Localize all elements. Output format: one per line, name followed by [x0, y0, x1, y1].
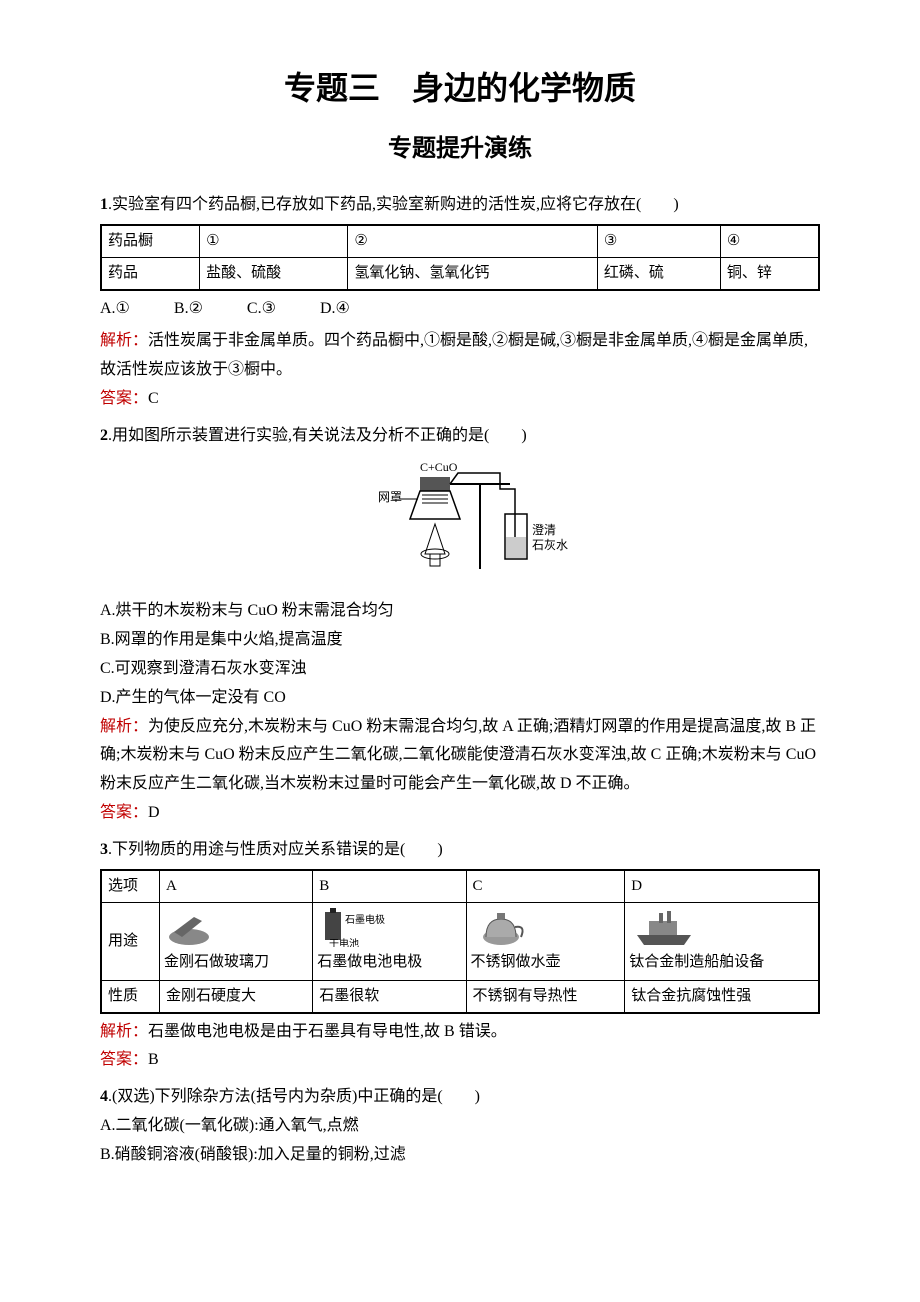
cell: ④: [720, 225, 819, 258]
kettle-icon: [471, 907, 531, 947]
glass-cutter-icon: [164, 907, 224, 947]
daan-text: D: [148, 804, 160, 821]
cell-titanium: 钛合金制造船舶设备: [625, 902, 819, 980]
question-1: 1.实验室有四个药品橱,已存放如下药品,实验室新购进的活性炭,应将它存放在( )…: [100, 191, 820, 414]
q4-text: .(双选)下列除杂方法(括号内为杂质)中正确的是( ): [108, 1088, 480, 1105]
use-text: 金刚石做玻璃刀: [164, 954, 269, 970]
q1-explanation: 解析：活性炭属于非金属单质。四个药品橱中,①橱是酸,②橱是碱,③橱是非金属单质,…: [100, 327, 820, 385]
ship-icon: [629, 907, 699, 947]
daan-label: 答案：: [100, 390, 148, 407]
cell: 红磷、硫: [597, 257, 720, 290]
q2-explanation: 解析：为使反应充分,木炭粉末与 CuO 粉末需混合均匀,故 A 正确;酒精灯网罩…: [100, 713, 820, 799]
jiexi-text: 为使反应充分,木炭粉末与 CuO 粉末需混合均匀,故 A 正确;酒精灯网罩的作用…: [100, 718, 816, 793]
q1-table: 药品橱 ① ② ③ ④ 药品 盐酸、硫酸 氢氧化钠、氢氧化钙 红磷、硫 铜、锌: [100, 224, 820, 291]
question-2: 2.用如图所示装置进行实验,有关说法及分析不正确的是( ) C+CuO 网罩 澄…: [100, 422, 820, 828]
use-text: 石墨做电池电极: [317, 954, 422, 970]
cell: ②: [348, 225, 597, 258]
q2-text: .用如图所示装置进行实验,有关说法及分析不正确的是( ): [108, 427, 527, 444]
question-3: 3.下列物质的用途与性质对应关系错误的是( ) 选项 A B C D 用途 金刚…: [100, 836, 820, 1075]
table-row: 药品橱 ① ② ③ ④: [101, 225, 819, 258]
cell: 选项: [101, 870, 160, 903]
cell: 金刚石硬度大: [160, 980, 313, 1013]
option-a: A.①: [100, 295, 130, 324]
cell: 铜、锌: [720, 257, 819, 290]
table-row: 用途 金刚石做玻璃刀 石墨电极干电池 石墨做电池电极 不锈钢做水壶 钛合金制造船…: [101, 902, 819, 980]
experiment-diagram-icon: C+CuO 网罩 澄清 石灰水: [350, 459, 570, 579]
cell: C: [466, 870, 625, 903]
jiexi-label: 解析：: [100, 718, 148, 735]
jiexi-label: 解析：: [100, 332, 148, 349]
cell: 钛合金抗腐蚀性强: [625, 980, 819, 1013]
cell: 药品: [101, 257, 200, 290]
svg-text:网罩: 网罩: [378, 490, 402, 504]
option-b: B.硝酸铜溶液(硝酸银):加入足量的铜粉,过滤: [100, 1141, 820, 1170]
cell: ③: [597, 225, 720, 258]
q1-options: A.① B.② C.③ D.④: [100, 295, 820, 324]
jiexi-label: 解析：: [100, 1023, 148, 1040]
page-title: 专题三 身边的化学物质: [100, 60, 820, 118]
cell: 不锈钢有导热性: [466, 980, 625, 1013]
daan-text: C: [148, 390, 159, 407]
daan-text: B: [148, 1051, 159, 1068]
table-row: 选项 A B C D: [101, 870, 819, 903]
daan-label: 答案：: [100, 804, 148, 821]
q4-num: 4: [100, 1088, 108, 1105]
jiexi-text: 活性炭属于非金属单质。四个药品橱中,①橱是酸,②橱是碱,③橱是非金属单质,④橱是…: [100, 332, 808, 378]
cell: 盐酸、硫酸: [200, 257, 348, 290]
daan-label: 答案：: [100, 1051, 148, 1068]
option-d: D.产生的气体一定没有 CO: [100, 684, 820, 713]
q1-num: 1: [100, 196, 108, 213]
option-d: D.④: [320, 295, 350, 324]
q2-figure: C+CuO 网罩 澄清 石灰水: [100, 459, 820, 590]
q2-answer: 答案：D: [100, 799, 820, 828]
battery-icon: 石墨电极干电池: [317, 907, 397, 947]
cell: 用途: [101, 902, 160, 980]
cell: D: [625, 870, 819, 903]
cell: 氢氧化钠、氢氧化钙: [348, 257, 597, 290]
q3-num: 3: [100, 841, 108, 858]
q3-text: .下列物质的用途与性质对应关系错误的是( ): [108, 841, 443, 858]
cell-steel: 不锈钢做水壶: [466, 902, 625, 980]
cell-diamond: 金刚石做玻璃刀: [160, 902, 313, 980]
table-row: 性质 金刚石硬度大 石墨很软 不锈钢有导热性 钛合金抗腐蚀性强: [101, 980, 819, 1013]
option-c: C.可观察到澄清石灰水变浑浊: [100, 655, 820, 684]
option-b: B.②: [174, 295, 203, 324]
cell-graphite: 石墨电极干电池 石墨做电池电极: [313, 902, 466, 980]
option-a: A.二氧化碳(一氧化碳):通入氧气,点燃: [100, 1112, 820, 1141]
q2-num: 2: [100, 427, 108, 444]
option-c: C.③: [247, 295, 276, 324]
option-a: A.烘干的木炭粉末与 CuO 粉末需混合均匀: [100, 597, 820, 626]
q3-answer: 答案：B: [100, 1046, 820, 1075]
q1-text: .实验室有四个药品橱,已存放如下药品,实验室新购进的活性炭,应将它存放在( ): [108, 196, 679, 213]
svg-text:干电池: 干电池: [329, 937, 359, 947]
option-b: B.网罩的作用是集中火焰,提高温度: [100, 626, 820, 655]
page-subtitle: 专题提升演练: [100, 128, 820, 171]
cell: A: [160, 870, 313, 903]
table-row: 药品 盐酸、硫酸 氢氧化钠、氢氧化钙 红磷、硫 铜、锌: [101, 257, 819, 290]
svg-text:C+CuO: C+CuO: [420, 460, 458, 474]
cell: 性质: [101, 980, 160, 1013]
q1-answer: 答案：C: [100, 385, 820, 414]
cell: B: [313, 870, 466, 903]
question-4: 4.(双选)下列除杂方法(括号内为杂质)中正确的是( ) A.二氧化碳(一氧化碳…: [100, 1083, 820, 1169]
use-text: 不锈钢做水壶: [471, 954, 561, 970]
svg-text:澄清: 澄清: [532, 522, 556, 537]
jiexi-text: 石墨做电池电极是由于石墨具有导电性,故 B 错误。: [148, 1023, 507, 1040]
svg-text:石墨电极: 石墨电极: [345, 913, 385, 926]
q3-table: 选项 A B C D 用途 金刚石做玻璃刀 石墨电极干电池 石墨做电池电极 不锈…: [100, 869, 820, 1014]
cell: 石墨很软: [313, 980, 466, 1013]
use-text: 钛合金制造船舶设备: [629, 954, 764, 970]
cell: 药品橱: [101, 225, 200, 258]
q3-explanation: 解析：石墨做电池电极是由于石墨具有导电性,故 B 错误。: [100, 1018, 820, 1047]
svg-text:石灰水: 石灰水: [532, 538, 568, 552]
cell: ①: [200, 225, 348, 258]
